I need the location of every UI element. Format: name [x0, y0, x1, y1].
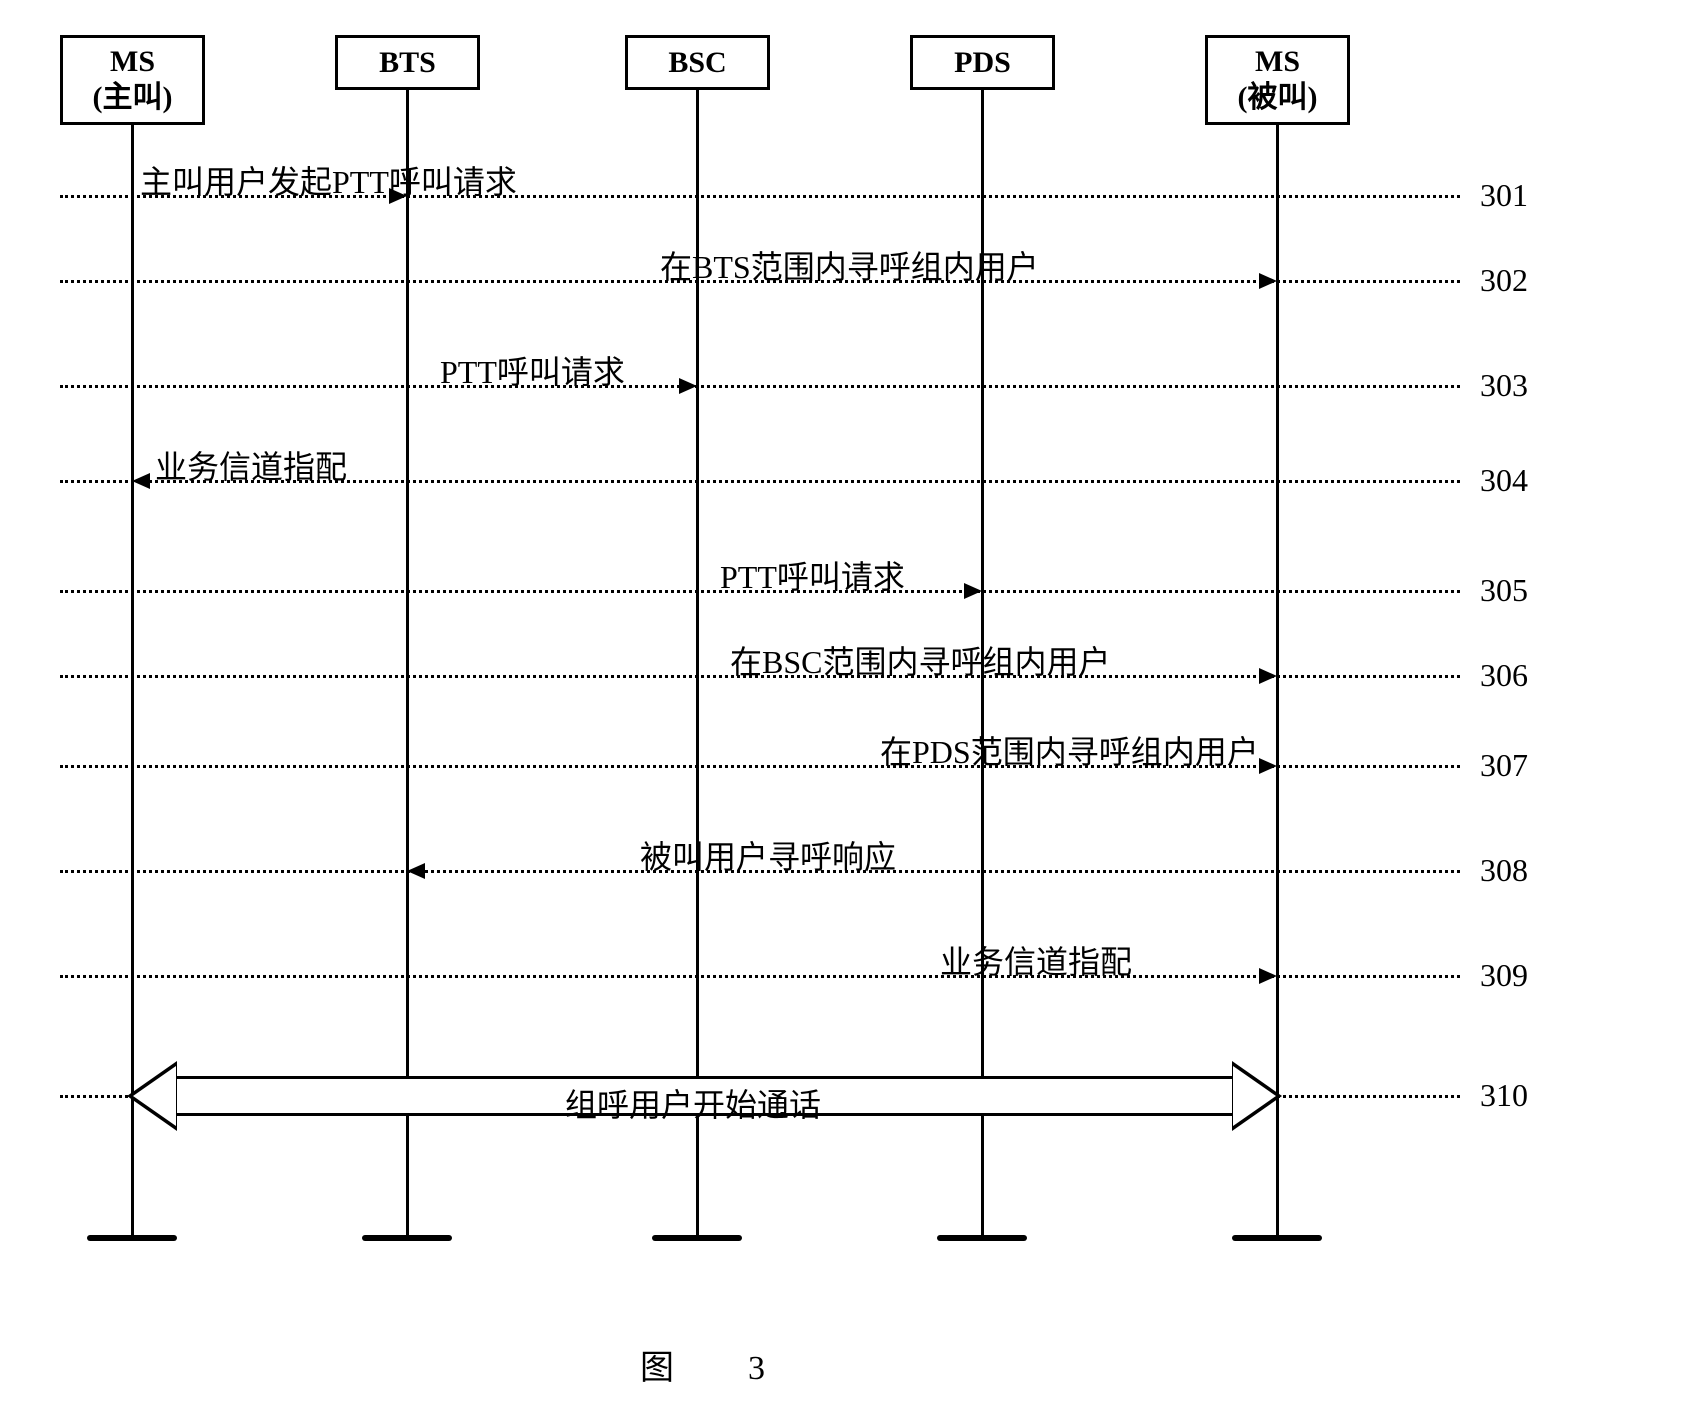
msg-label-306: 在BSC范围内寻呼组内用户: [730, 637, 1111, 683]
msg-label-309: 业务信道指配: [940, 937, 1132, 983]
lifeline-foot-ms_callee: [1232, 1235, 1322, 1241]
actor-ms-caller-line2: (主叫): [93, 80, 173, 116]
msg-label-304: 业务信道指配: [155, 442, 347, 488]
arrow-304: [132, 473, 150, 489]
lifeline-foot-bsc: [652, 1235, 742, 1241]
big-arrow-head-right: [1232, 1061, 1282, 1131]
lifeline-foot-bts: [362, 1235, 452, 1241]
msg-label-303: PTT呼叫请求: [440, 347, 625, 393]
actor-ms-callee: MS(被叫): [1205, 35, 1350, 125]
step-305: 305: [1480, 572, 1528, 609]
lifeline-foot-pds: [937, 1235, 1027, 1241]
arrow-307: [1259, 758, 1277, 774]
msg-label-305: PTT呼叫请求: [720, 552, 905, 598]
msg-label-307: 在PDS范围内寻呼组内用户: [880, 727, 1259, 773]
step-306: 306: [1480, 657, 1528, 694]
arrow-302: [1259, 273, 1277, 289]
arrow-309: [1259, 968, 1277, 984]
actor-ms-caller-line1: MS: [110, 44, 155, 80]
step-302: 302: [1480, 262, 1528, 299]
step-303: 303: [1480, 367, 1528, 404]
step-309: 309: [1480, 957, 1528, 994]
actor-ms-callee-line2: (被叫): [1238, 80, 1318, 116]
step-307: 307: [1480, 747, 1528, 784]
step-301: 301: [1480, 177, 1528, 214]
msg-label-301: 主叫用户发起PTT呼叫请求: [140, 157, 517, 203]
actor-pds: PDS: [910, 35, 1055, 90]
sequence-diagram: MS(主叫)BTSBSCPDSMS(被叫)主叫用户发起PTT呼叫请求301在BT…: [20, 20, 1689, 1405]
actor-bts: BTS: [335, 35, 480, 90]
msg-label-310: 组呼用户开始通话: [565, 1080, 821, 1126]
actor-ms-caller: MS(主叫): [60, 35, 205, 125]
actor-bsc: BSC: [625, 35, 770, 90]
lifeline-foot-ms_caller: [87, 1235, 177, 1241]
lifeline-bts: [406, 90, 409, 1235]
step-308: 308: [1480, 852, 1528, 889]
arrow-305: [964, 583, 982, 599]
arrow-308: [407, 863, 425, 879]
msg-label-308: 被叫用户寻呼响应: [640, 832, 896, 878]
figure-label: 图 3: [640, 1340, 785, 1389]
guideline-309: [60, 975, 1460, 978]
arrow-303: [679, 378, 697, 394]
actor-ms-callee-line1: MS: [1255, 44, 1300, 80]
msg-label-302: 在BTS范围内寻呼组内用户: [660, 242, 1039, 288]
guideline-303: [60, 385, 1460, 388]
step-304: 304: [1480, 462, 1528, 499]
arrow-306: [1259, 668, 1277, 684]
big-arrow-head-left: [127, 1061, 177, 1131]
step-310: 310: [1480, 1077, 1528, 1114]
